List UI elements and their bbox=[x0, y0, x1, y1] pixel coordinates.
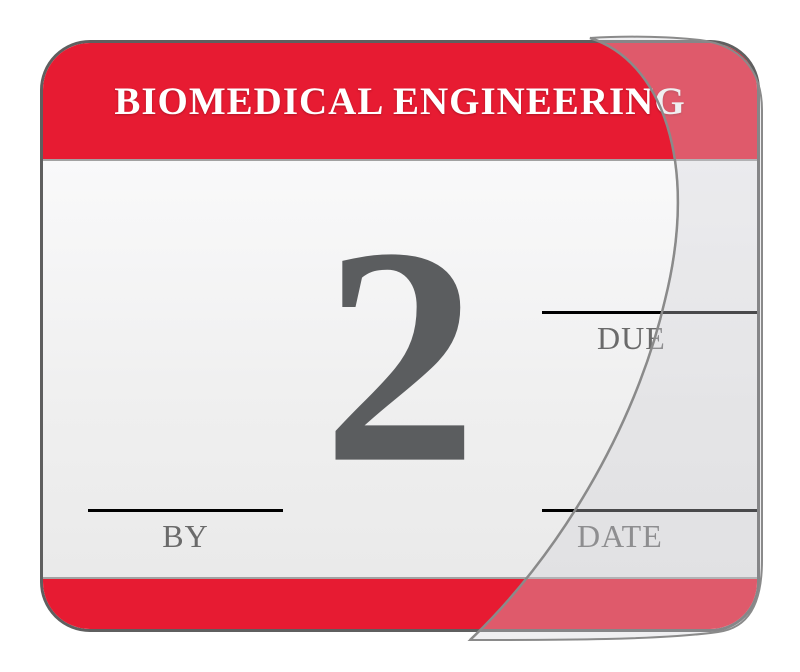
field-by: BY bbox=[88, 509, 283, 555]
inspection-label-card: BIOMEDICAL ENGINEERING 2 DUE BY DATE bbox=[40, 40, 760, 632]
by-caption: BY bbox=[88, 518, 283, 555]
label-body: 2 DUE BY DATE bbox=[43, 161, 757, 577]
header-title: BIOMEDICAL ENGINEERING bbox=[114, 79, 685, 124]
date-line bbox=[542, 509, 757, 512]
date-caption: DATE bbox=[542, 518, 757, 555]
field-date: DATE bbox=[542, 509, 757, 555]
field-due: DUE bbox=[542, 311, 757, 357]
due-caption: DUE bbox=[542, 320, 757, 357]
footer-band bbox=[43, 577, 757, 631]
big-number: 2 bbox=[323, 202, 478, 512]
by-line bbox=[88, 509, 283, 512]
header-band: BIOMEDICAL ENGINEERING bbox=[43, 43, 757, 161]
due-line bbox=[542, 311, 757, 314]
